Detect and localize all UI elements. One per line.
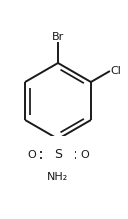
Text: O: O (80, 150, 89, 160)
Text: S: S (54, 148, 62, 161)
Text: NH₂: NH₂ (47, 172, 69, 182)
Text: O: O (27, 150, 36, 160)
Text: Br: Br (52, 32, 64, 42)
Text: Cl: Cl (110, 67, 121, 76)
